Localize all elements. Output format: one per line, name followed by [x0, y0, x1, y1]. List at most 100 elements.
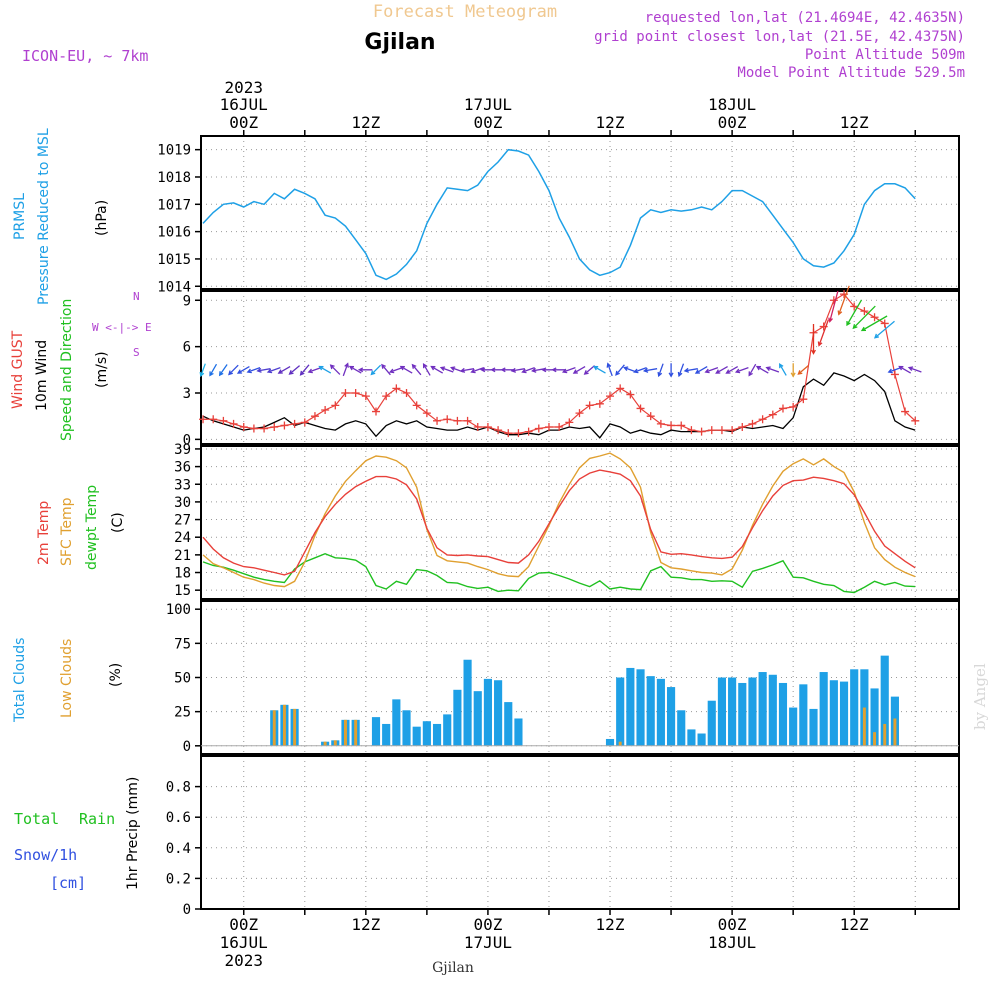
product-title: Forecast Meteogram: [373, 2, 557, 22]
wind-arrow: [422, 363, 431, 376]
gust-marker: [626, 390, 635, 399]
t2m-label: 2m Temp: [36, 501, 52, 565]
bottom-time-label: 00Z: [718, 915, 747, 934]
wind-arrow: [459, 367, 475, 373]
gust-marker: [260, 424, 269, 433]
wind-arrow: [907, 366, 922, 373]
wind-arrow: [734, 366, 749, 374]
precip-panel-labels: Total Rain Snow/1h [cm] 1hr Precip (mm): [14, 777, 141, 892]
wind-arrow: [633, 366, 647, 374]
total-label: Total: [14, 810, 59, 828]
ytick-label: 1019: [157, 143, 191, 159]
wind-arrow: [765, 366, 780, 373]
gust-marker: [372, 407, 381, 416]
gust-marker: [249, 424, 258, 433]
bottom-time-label: 00Z: [229, 915, 258, 934]
clouds-panel-labels: Total Clouds Low Clouds (%): [12, 638, 124, 723]
total-cloud-bar: [514, 718, 523, 746]
wind-arrow: [299, 364, 310, 376]
gust-marker: [646, 412, 655, 421]
pressure-unit-label: (hPa): [94, 200, 110, 236]
wind-arrow: [277, 366, 291, 374]
gust-marker: [504, 429, 513, 438]
wind-arrow: [606, 362, 613, 377]
low-clouds-label: Low Clouds: [59, 639, 75, 718]
total-cloud-bar: [432, 723, 442, 746]
gust-marker: [738, 423, 747, 431]
ytick-label: 0.8: [166, 780, 191, 796]
gust-marker: [880, 319, 889, 328]
wind-arrow: [551, 367, 566, 373]
wind-arrow: [837, 285, 850, 316]
gust-marker: [300, 418, 309, 427]
gust-line: [203, 293, 916, 434]
wind-arrow: [209, 363, 218, 377]
snow-label: Snow/1h: [14, 846, 77, 864]
gust-marker: [860, 307, 869, 316]
total-cloud-bar: [717, 677, 727, 746]
wind-arrow: [329, 364, 341, 375]
gust-marker: [778, 404, 787, 413]
total-cloud-bar: [382, 723, 391, 746]
gust-marker: [483, 423, 492, 431]
temp-panel-labels: 2m Temp SFC Temp dewpt Temp (C): [36, 485, 126, 570]
wind-arrow: [411, 363, 422, 376]
wind-arrow: [755, 365, 769, 374]
total-cloud-bar: [677, 710, 686, 746]
wind-arrow: [439, 366, 454, 373]
snow-cm-label: [cm]: [50, 874, 86, 892]
wind-arrow: [748, 363, 757, 377]
ytick-label: 15: [174, 583, 191, 599]
ytick-label: 100: [166, 602, 191, 618]
wind-arrow: [677, 363, 685, 378]
prmsl-label: PRMSL: [12, 193, 28, 240]
wind-arrow: [715, 366, 728, 374]
wind-arrow: [790, 363, 796, 378]
wind-frame: [200, 290, 960, 445]
dewpt-label: dewpt Temp: [84, 485, 100, 570]
total-clouds-label: Total Clouds: [12, 638, 28, 723]
total-cloud-bar: [483, 678, 492, 746]
wind-arrow: [288, 365, 301, 375]
gust-markers: [199, 290, 920, 438]
wind-arrow: [887, 366, 902, 374]
gust-marker: [463, 416, 472, 425]
low-cloud-bar: [893, 718, 897, 746]
compass-west-east: W <-|-> E: [92, 321, 152, 334]
wind-arrow: [852, 305, 876, 330]
sfc-temp-label: SFC Temp: [59, 497, 75, 566]
gust-marker: [331, 401, 340, 410]
top-time-label: 17JUL: [464, 95, 512, 114]
clouds-unit-label: (%): [108, 663, 124, 687]
total-cloud-bar: [392, 699, 401, 746]
gust-marker: [901, 407, 910, 416]
bottom-time-label: 12Z: [596, 915, 625, 934]
total-cloud-bar: [605, 738, 615, 746]
ytick-label: 24: [174, 530, 191, 546]
clouds-frame: [200, 600, 960, 755]
gust-marker: [890, 370, 899, 379]
temperature-frame: [200, 445, 960, 600]
ytick-label: 1015: [157, 252, 191, 268]
gust-marker: [209, 415, 218, 424]
dewpt-line: [202, 552, 916, 594]
pressure-panel-labels: PRMSL Pressure Reduced to MSL (hPa): [12, 128, 110, 305]
gust-marker: [433, 416, 442, 425]
bottom-time-label: 18JUL: [708, 933, 756, 952]
top-time-label: 12Z: [351, 113, 380, 132]
ytick-label: 0: [183, 432, 191, 448]
total-cloud-bar: [626, 667, 635, 746]
total-cloud-bar: [738, 682, 747, 746]
gust-marker: [829, 296, 838, 305]
total-cloud-bar: [687, 729, 696, 746]
low-cloud-bar: [344, 719, 347, 746]
bottom-time-label: 2023: [224, 951, 263, 970]
total-cloud-bar: [768, 674, 777, 746]
low-cloud-bar: [883, 723, 887, 746]
wind-arrow: [256, 367, 271, 373]
wind-arrow: [572, 366, 586, 374]
pressure-panel: 1014 1015 1016 1017 1018 1019: [157, 135, 960, 295]
rain-label: Rain: [79, 810, 115, 828]
wind-arrow: [388, 366, 403, 374]
prmsl-line: [202, 148, 916, 281]
